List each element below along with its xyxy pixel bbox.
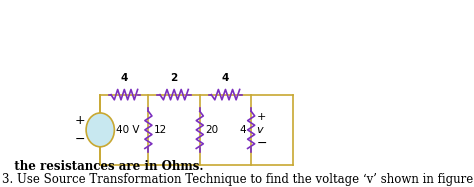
Text: −: − [74,133,85,146]
Text: 4: 4 [222,73,229,83]
Text: 4: 4 [121,73,128,83]
Text: −: − [256,137,267,150]
Text: 20: 20 [205,125,218,135]
Ellipse shape [86,113,114,147]
Text: 4: 4 [239,125,246,135]
Text: +: + [74,114,85,127]
Text: +: + [256,112,265,122]
Text: the resistances are in Ohms.: the resistances are in Ohms. [2,160,203,173]
Text: 3. Use Source Transformation Technique to find the voltage ‘v’ shown in figure. : 3. Use Source Transformation Technique t… [2,173,474,186]
Text: v: v [256,125,263,135]
Text: 2: 2 [171,73,178,83]
Text: 40 V: 40 V [116,125,139,135]
Text: 12: 12 [154,125,167,135]
